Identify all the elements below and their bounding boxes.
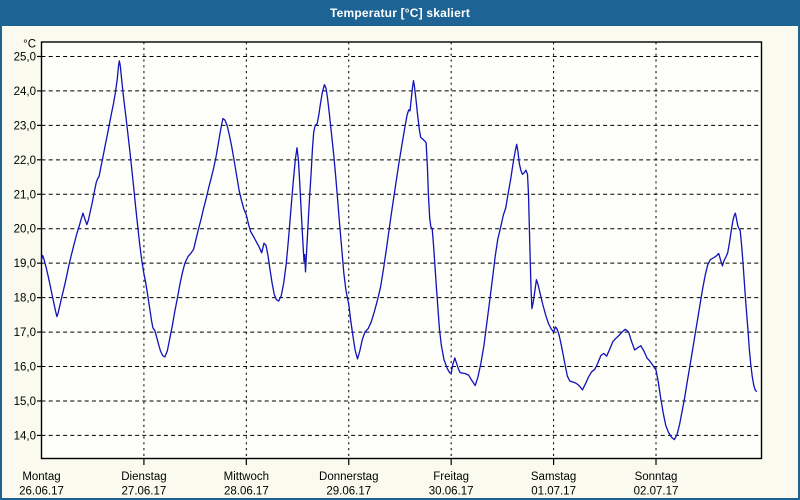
y-tick-label: 23,0: [14, 120, 36, 132]
y-tick-label: 24,0: [14, 86, 36, 98]
x-day-name-label: Freitag: [433, 471, 469, 483]
x-day-date-label: 27.06.17: [122, 486, 167, 498]
temperature-line-series: [40, 60, 758, 441]
y-axis-unit-label: °C: [23, 38, 36, 50]
y-tick-label: 17,0: [14, 327, 36, 339]
x-day-date-label: 28.06.17: [224, 486, 269, 498]
x-day-name-label: Mittwoch: [224, 471, 269, 483]
x-day-date-label: 26.06.17: [19, 486, 64, 498]
y-tick-label: 21,0: [14, 189, 36, 201]
horizontal-gridlines: [41, 55, 762, 436]
plot-area: [41, 42, 762, 459]
x-day-date-label: 29.06.17: [326, 486, 371, 498]
axis-ticks: [37, 55, 657, 465]
y-tick-label: 22,0: [14, 155, 36, 167]
x-axis-day-labels: Montag 26.06.17 Dienstag 27.06.17 Mittwoch 28…: [19, 471, 678, 498]
x-day-date-label: 02.07.17: [634, 486, 679, 498]
x-day-name-label: Montag: [22, 471, 60, 483]
y-tick-label: 14,0: [14, 430, 36, 442]
x-day-date-label: 01.07.17: [531, 486, 576, 498]
plot-border: [40, 41, 763, 460]
title-bar: Temperatur [°C] skaliert: [0, 0, 800, 26]
x-day-name-label: Sonntag: [635, 471, 678, 483]
y-tick-label: 16,0: [14, 362, 36, 374]
y-tick-label: 25,0: [14, 51, 36, 63]
y-tick-label: 18,0: [14, 293, 36, 305]
x-day-date-label: 30.06.17: [429, 486, 474, 498]
y-axis-labels: 25,0 24,0 23,0 22,0 21,0 20,0 19,0 18,0 17,0 16,0…: [14, 38, 36, 442]
y-tick-label: 20,0: [14, 224, 36, 236]
x-day-name-label: Samstag: [531, 471, 576, 483]
x-day-name-label: Dienstag: [121, 471, 166, 483]
y-tick-label: 15,0: [14, 396, 36, 408]
x-day-name-label: Donnerstag: [319, 471, 378, 483]
y-tick-label: 19,0: [14, 258, 36, 270]
window-title: Temperatur [°C] skaliert: [329, 6, 471, 20]
